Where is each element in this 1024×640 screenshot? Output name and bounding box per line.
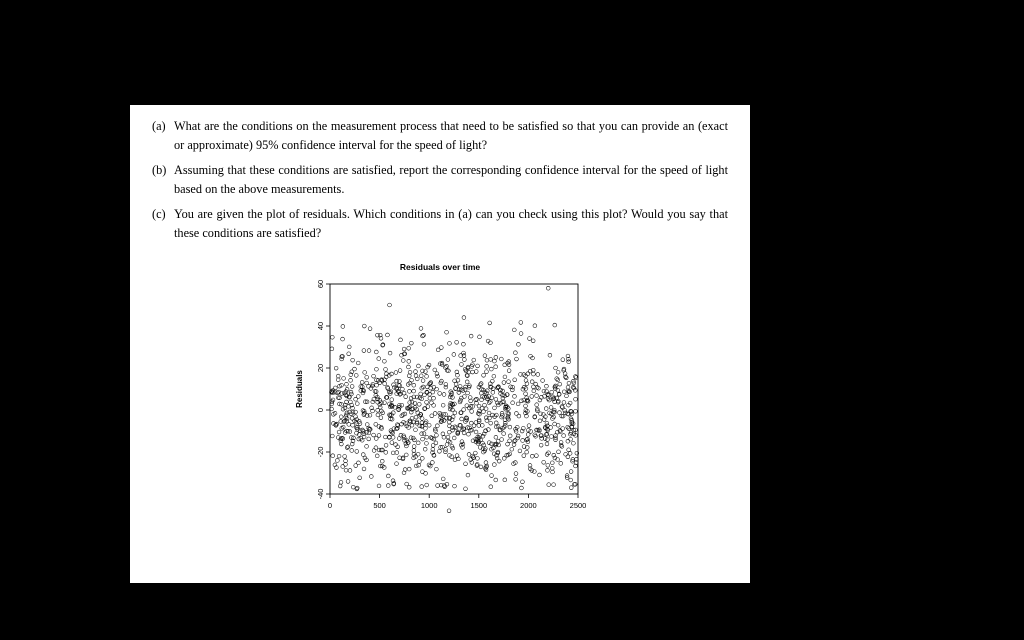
item-label: (a) [152, 117, 174, 155]
svg-text:60: 60 [316, 280, 325, 288]
item-label: (c) [152, 205, 174, 243]
svg-text:0: 0 [328, 501, 332, 510]
residuals-chart: Residuals over time -40 -20 0 20 40 60 0 500 100… [275, 261, 605, 534]
svg-text:500: 500 [373, 501, 386, 510]
svg-text:1500: 1500 [470, 501, 487, 510]
svg-text:2000: 2000 [520, 501, 537, 510]
svg-text:-20: -20 [316, 447, 325, 458]
svg-text:40: 40 [316, 322, 325, 330]
item-text: You are given the plot of residuals. Whi… [174, 205, 728, 243]
item-text: Assuming that these conditions are satis… [174, 161, 728, 199]
item-text: What are the conditions on the measureme… [174, 117, 728, 155]
svg-text:0: 0 [316, 408, 325, 412]
item-label: (b) [152, 161, 174, 199]
svg-text:20: 20 [316, 364, 325, 372]
question-item-a: (a) What are the conditions on the measu… [152, 117, 728, 155]
question-item-c: (c) You are given the plot of residuals.… [152, 205, 728, 243]
scatter-plot: -40 -20 0 20 40 60 0 500 1000 1500 2000 2500 Residua… [275, 276, 605, 534]
svg-text:2500: 2500 [570, 501, 587, 510]
svg-text:-40: -40 [316, 489, 325, 500]
question-item-b: (b) Assuming that these conditions are s… [152, 161, 728, 199]
chart-title: Residuals over time [275, 261, 605, 274]
document-page: (a) What are the conditions on the measu… [130, 105, 750, 583]
svg-text:1000: 1000 [421, 501, 438, 510]
svg-text:Residuals: Residuals [295, 370, 304, 408]
